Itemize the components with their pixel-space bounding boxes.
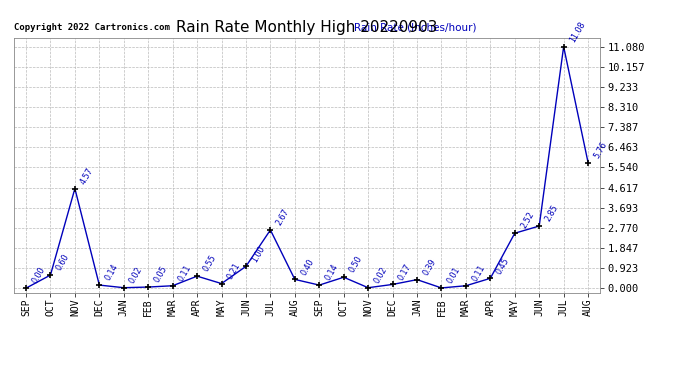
Text: 0.11: 0.11 [177, 263, 193, 283]
Text: 11.08: 11.08 [568, 20, 587, 44]
Text: 1.00: 1.00 [250, 244, 266, 264]
Text: 0.39: 0.39 [421, 257, 437, 277]
Text: 2.67: 2.67 [275, 207, 291, 227]
Text: 0.05: 0.05 [152, 264, 169, 284]
Text: 0.40: 0.40 [299, 257, 315, 277]
Text: 0.21: 0.21 [226, 261, 242, 281]
Text: 0.00: 0.00 [30, 266, 47, 285]
Text: 0.45: 0.45 [495, 256, 511, 276]
Text: 0.02: 0.02 [373, 265, 389, 285]
Text: 0.50: 0.50 [348, 255, 364, 274]
Text: 0.02: 0.02 [128, 265, 144, 285]
Text: 0.55: 0.55 [201, 254, 218, 273]
Text: 5.76: 5.76 [592, 140, 609, 160]
Text: 0.14: 0.14 [324, 262, 340, 282]
Text: Rain Rate (Inches/hour): Rain Rate (Inches/hour) [354, 22, 477, 32]
Text: 0.01: 0.01 [446, 266, 462, 285]
Text: 0.60: 0.60 [55, 253, 71, 272]
Text: 0.14: 0.14 [104, 262, 120, 282]
Text: Copyright 2022 Cartronics.com: Copyright 2022 Cartronics.com [14, 23, 170, 32]
Text: 2.52: 2.52 [519, 210, 535, 231]
Text: 4.57: 4.57 [79, 166, 96, 186]
Text: 2.85: 2.85 [543, 203, 560, 223]
Title: Rain Rate Monthly High 20220903: Rain Rate Monthly High 20220903 [177, 20, 437, 35]
Text: 0.17: 0.17 [397, 262, 413, 282]
Text: 0.11: 0.11 [470, 263, 486, 283]
